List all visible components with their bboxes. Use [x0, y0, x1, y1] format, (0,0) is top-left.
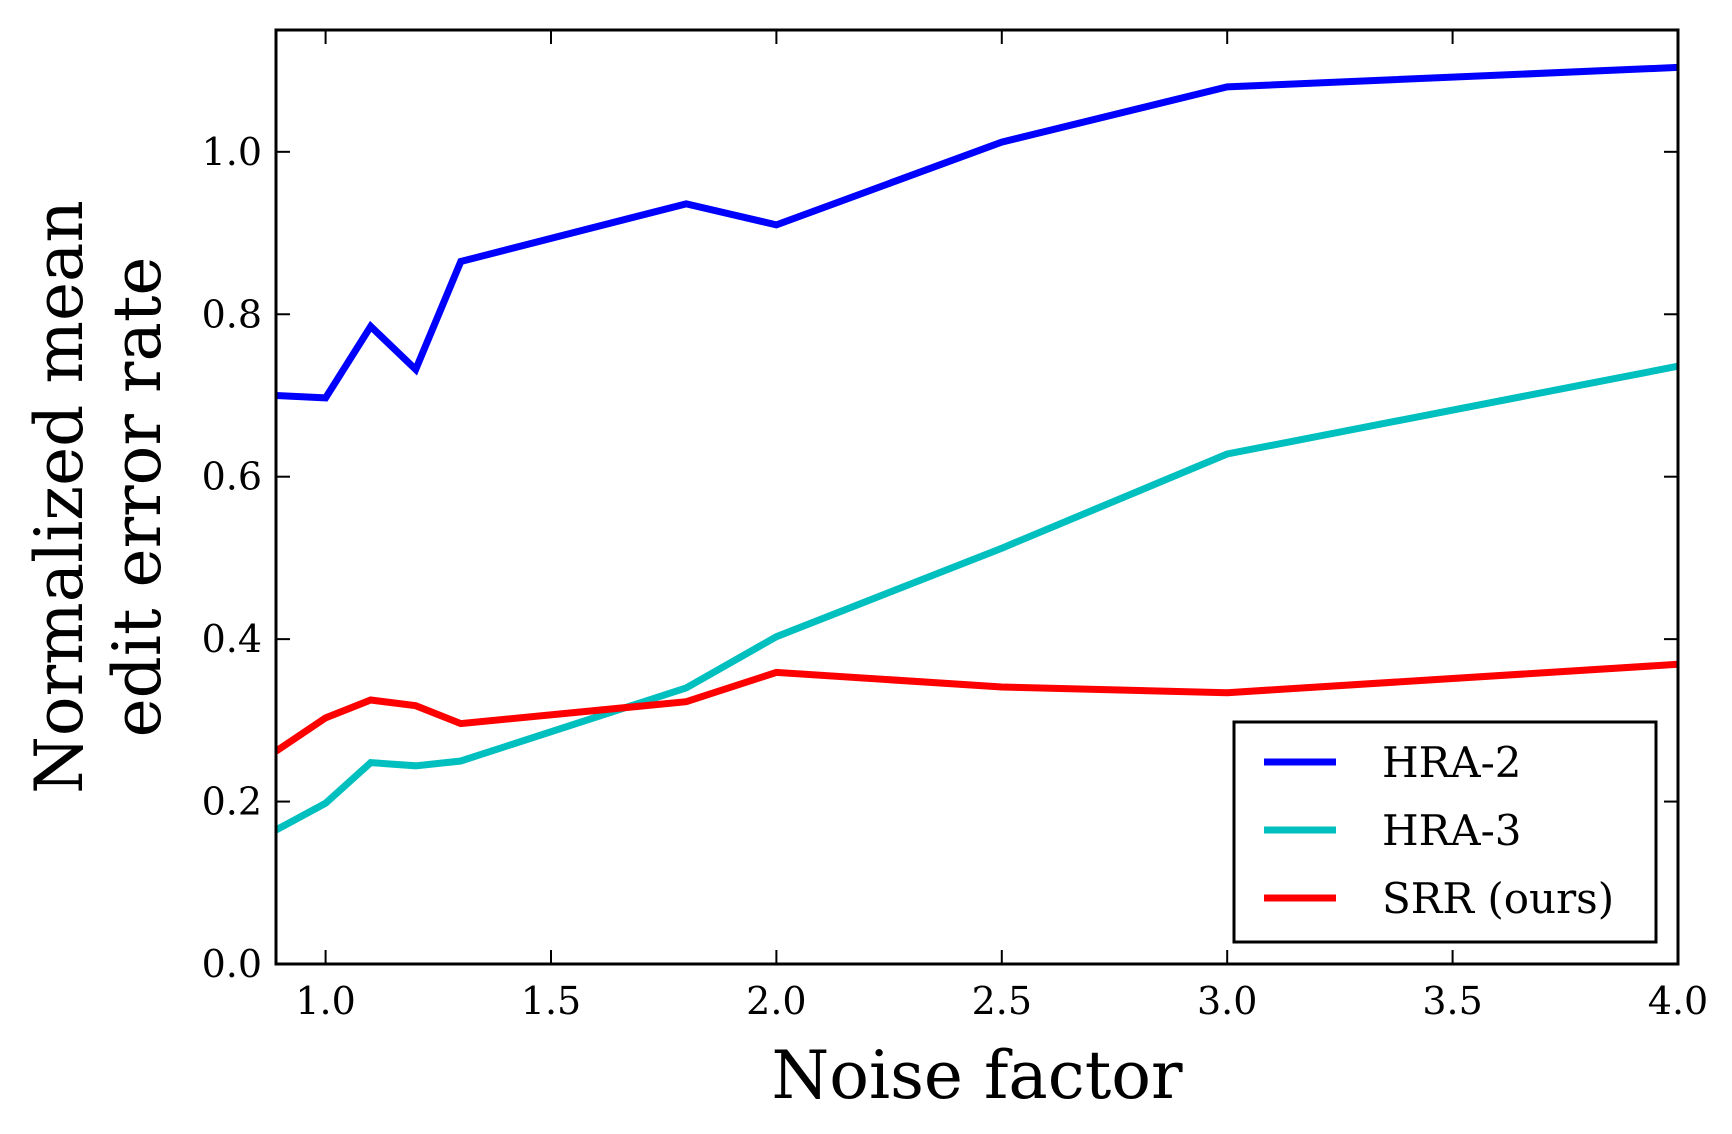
legend-label: HRA-2 [1382, 738, 1522, 787]
series-line-1 [276, 63, 1678, 402]
series-layer [276, 63, 1678, 834]
y-tick-label: 0.2 [202, 780, 262, 824]
y-tick-label: 0.8 [202, 292, 262, 336]
legend: HRA-2 HRA-3 SRR (ours) [1232, 720, 1658, 944]
legend-label: SRR (ours) [1382, 874, 1614, 923]
y-axis-label: Normalized mean edit error rate [21, 200, 176, 794]
x-tick-label: 1.5 [521, 979, 581, 1023]
y-tick-label: 0.6 [202, 455, 262, 499]
x-axis-label: Noise factor [771, 1037, 1183, 1114]
x-tick-label: 3.5 [1422, 979, 1482, 1023]
series-line-3 [276, 660, 1678, 755]
y-tick-label: 0.0 [202, 942, 262, 986]
y-tick-label: 1.0 [202, 130, 262, 174]
x-tick-label: 2.5 [972, 979, 1032, 1023]
x-tick-label: 1.0 [295, 979, 355, 1023]
y-tick-label: 0.4 [202, 617, 262, 661]
series-line-2 [276, 362, 1678, 834]
legend-label: HRA-3 [1382, 806, 1522, 855]
x-tick-label: 3.0 [1197, 979, 1257, 1023]
x-tick-label: 4.0 [1648, 979, 1708, 1023]
x-tick-label: 2.0 [746, 979, 806, 1023]
plot-frame [274, 28, 1680, 966]
y-axis-label-line: Normalized mean [21, 200, 98, 794]
y-axis-label-line: edit error rate [99, 257, 176, 738]
ticks-layer: 1.0 1.5 2.0 2.5 3.0 3.5 4.0 0.0 0.2 0.4 0.6 0.8 1.0 [202, 30, 1708, 1023]
